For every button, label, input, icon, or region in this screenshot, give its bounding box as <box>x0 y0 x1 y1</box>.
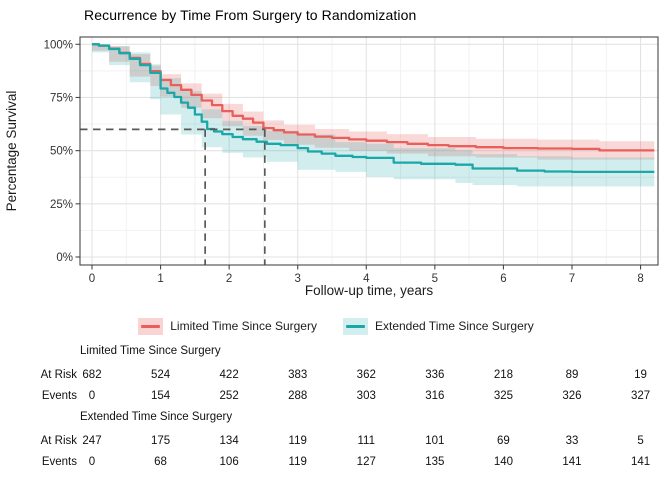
x-tick-label: 4 <box>363 273 370 285</box>
confidence-bands <box>92 44 655 187</box>
risk-table-cell: 422 <box>219 369 239 381</box>
risk-table-cell: 0 <box>88 456 96 468</box>
risk-table-cell: 154 <box>150 390 171 402</box>
risk-table-cell: 5 <box>637 435 644 447</box>
legend-entry-limited: Limited Time Since Surgery <box>138 317 317 335</box>
risk-table-cell: 68 <box>154 456 167 468</box>
risk-table-cell: 135 <box>425 456 445 468</box>
x-tick-label: 3 <box>295 273 301 285</box>
gridlines <box>80 37 658 265</box>
risk-table-cell: 134 <box>219 435 239 447</box>
risk-table-cell: 141 <box>630 456 651 468</box>
risk-table-cell: 127 <box>356 456 376 468</box>
legend-key-extended-line <box>345 324 365 328</box>
risk-table-cell: 327 <box>630 390 651 402</box>
x-tick-label: 8 <box>637 273 643 285</box>
risk-table-cell: 106 <box>219 456 239 468</box>
y-axis-title: Percentage Survival <box>4 91 19 212</box>
plot-title: Recurrence by Time From Surgery to Rando… <box>84 7 417 23</box>
risk-table-row-label: Events <box>41 456 77 468</box>
survival-curve-extended <box>92 43 655 174</box>
legend-label-limited: Limited Time Since Surgery <box>170 319 317 333</box>
x-tick-label: 7 <box>569 273 575 285</box>
risk-table-cell: 111 <box>357 435 375 447</box>
legend-key-extended-swatch <box>342 317 368 335</box>
dashed-reference-lines <box>80 128 266 265</box>
risk-table-group-label: Limited Time Since Surgery <box>80 345 221 357</box>
risk-table-cell: 89 <box>565 369 579 381</box>
risk-table-cell: 383 <box>288 369 308 381</box>
y-tick-label: 100% <box>44 39 73 51</box>
risk-table-row-label: Events <box>41 390 77 402</box>
risk-table-cell: 252 <box>219 390 239 402</box>
risk-table-group-label: Extended Time Since Surgery <box>80 411 233 423</box>
risk-table-cell: 247 <box>82 435 102 447</box>
risk-table-cell: 303 <box>356 390 376 402</box>
y-tick-label: 50% <box>50 146 73 158</box>
confidence-band-extended <box>92 44 655 187</box>
legend-label-extended: Extended Time Since Surgery <box>374 319 534 333</box>
chart-legend: Limited Time Since Surgery Extended Time… <box>0 316 672 336</box>
survival-curves <box>92 43 655 174</box>
x-tick-label: 6 <box>500 273 506 285</box>
risk-table-cell: 524 <box>150 369 171 381</box>
risk-table-cell: 316 <box>425 390 445 402</box>
y-tick-label: 25% <box>50 199 73 211</box>
risk-table-cell: 336 <box>425 369 445 381</box>
y-tick-label: 75% <box>50 92 73 104</box>
risk-table-cell: 69 <box>497 435 510 447</box>
risk-table-cell: 33 <box>565 435 579 447</box>
risk-table-row-label: At Risk <box>40 435 77 447</box>
risk-table-cell: 0 <box>88 390 96 402</box>
axis-ticks-and-labels: 0 1 2 3 4 5 6 7 8 0% 25% 50% 75% 100% <box>44 39 644 285</box>
risk-table-cell: 140 <box>493 456 513 468</box>
risk-table-cell: 218 <box>493 369 513 381</box>
x-tick-label: 2 <box>226 273 232 285</box>
risk-table-cell: 141 <box>562 456 582 468</box>
risk-table-cell: 119 <box>288 456 307 468</box>
risk-table-cell: 682 <box>82 369 102 381</box>
risk-table-row-label: At Risk <box>40 369 77 381</box>
risk-table-cell: 119 <box>288 435 307 447</box>
x-axis-title: Follow-up time, years <box>305 283 434 298</box>
legend-entry-extended: Extended Time Since Surgery <box>342 317 534 335</box>
risk-table-cell: 325 <box>493 390 513 402</box>
legend-key-limited-line <box>141 324 161 328</box>
risk-table-cell: 326 <box>562 390 582 402</box>
x-tick-label: 1 <box>157 273 163 285</box>
risk-table-cell: 101 <box>425 435 445 447</box>
legend-key-limited-swatch <box>138 317 164 335</box>
risk-table-cell: 288 <box>288 390 308 402</box>
y-tick-label: 0% <box>56 252 73 264</box>
risk-table-cell: 175 <box>150 435 171 447</box>
risk-table-cell: 19 <box>634 369 647 381</box>
x-tick-label: 0 <box>89 273 95 285</box>
x-tick-label: 5 <box>432 273 438 285</box>
km-chart-svg: 0 1 2 3 4 5 6 7 8 0% 25% 50% 75% 100% Follow-up time,… <box>4 36 659 298</box>
risk-table-cell: 362 <box>356 369 376 381</box>
